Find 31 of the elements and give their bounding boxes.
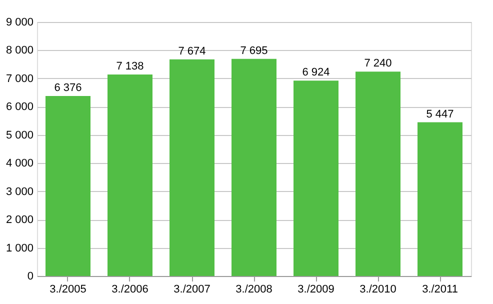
y-tick-label: 6 000: [6, 101, 34, 114]
y-tick-label: 5 000: [6, 129, 34, 142]
data-label: 7 240: [364, 58, 392, 70]
y-tick-label: 0: [27, 270, 34, 282]
bar: [46, 96, 90, 276]
y-tick-label: 4 000: [6, 158, 34, 170]
data-label: 7 138: [116, 60, 144, 73]
y-tick-label: 1 000: [6, 242, 34, 254]
data-label: 6 376: [54, 82, 82, 94]
bar: [108, 74, 152, 276]
x-tick-label: 3./2008: [236, 284, 272, 296]
data-label: 5 447: [426, 108, 454, 120]
bar: [418, 122, 462, 276]
data-label: 7 695: [240, 44, 268, 57]
bar: [170, 59, 214, 276]
x-tick-label: 3./2006: [112, 284, 148, 296]
data-label: 6 924: [302, 66, 330, 79]
bar: [356, 72, 400, 276]
y-tick-label: 7 000: [6, 72, 34, 85]
x-tick-label: 3./2009: [298, 284, 334, 296]
y-tick-label: 8 000: [6, 44, 34, 57]
x-tick-label: 3./2007: [174, 284, 210, 296]
bar: [232, 58, 276, 276]
data-label: 7 674: [178, 45, 206, 58]
x-tick-label: 3./2011: [422, 284, 458, 296]
y-tick-label: 3 000: [6, 186, 34, 198]
x-tick-label: 3./2010: [360, 284, 396, 296]
y-tick-label: 9 000: [6, 16, 34, 28]
bar: [294, 80, 338, 276]
x-tick-label: 3./2005: [50, 284, 86, 296]
y-tick-label: 2 000: [6, 214, 34, 226]
